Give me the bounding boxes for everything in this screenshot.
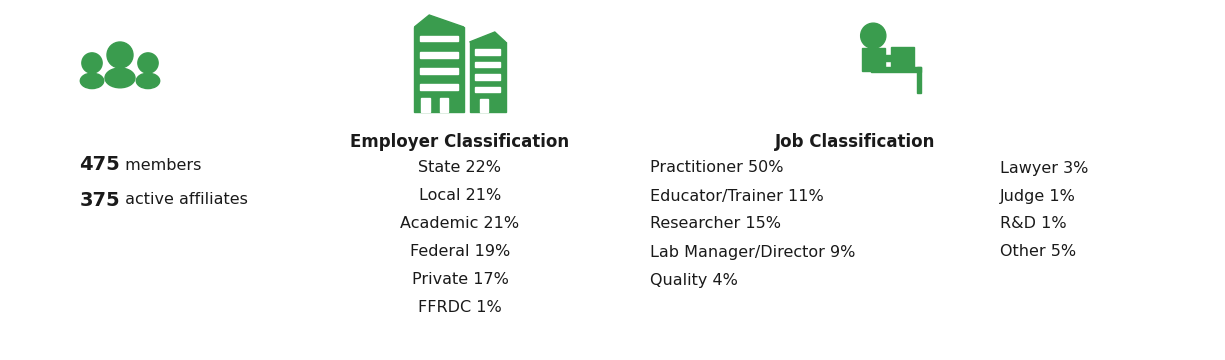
Text: R&D 1%: R&D 1% [1000,216,1067,231]
FancyBboxPatch shape [882,55,906,60]
Circle shape [82,53,102,73]
FancyBboxPatch shape [420,68,458,74]
Text: active affiliates: active affiliates [120,193,247,207]
Text: Lab Manager/Director 9%: Lab Manager/Director 9% [650,244,855,260]
Text: Federal 19%: Federal 19% [410,244,510,260]
FancyBboxPatch shape [892,47,914,69]
Polygon shape [469,32,506,42]
FancyBboxPatch shape [420,51,458,58]
FancyBboxPatch shape [475,87,500,93]
Text: Job Classification: Job Classification [775,133,935,151]
FancyBboxPatch shape [469,42,506,112]
Ellipse shape [136,73,159,89]
FancyBboxPatch shape [414,27,464,112]
Text: Quality 4%: Quality 4% [650,273,737,288]
Circle shape [107,42,134,68]
FancyBboxPatch shape [475,62,500,67]
FancyBboxPatch shape [862,48,884,71]
Text: State 22%: State 22% [419,161,501,175]
Text: Judge 1%: Judge 1% [1000,189,1076,203]
Text: Local 21%: Local 21% [419,189,501,203]
Text: members: members [120,158,201,172]
FancyBboxPatch shape [421,98,430,112]
Circle shape [861,23,886,48]
Text: Other 5%: Other 5% [1000,244,1076,260]
Circle shape [138,53,158,73]
Text: 475: 475 [80,156,120,175]
Text: 375: 375 [80,190,120,210]
Text: Educator/Trainer 11%: Educator/Trainer 11% [650,189,823,203]
Text: FFRDC 1%: FFRDC 1% [418,301,502,315]
FancyBboxPatch shape [420,84,458,90]
Text: Researcher 15%: Researcher 15% [650,216,782,231]
FancyBboxPatch shape [420,36,458,41]
FancyBboxPatch shape [480,99,488,112]
FancyBboxPatch shape [475,49,500,55]
Text: Private 17%: Private 17% [412,273,508,288]
Text: Academic 21%: Academic 21% [401,216,519,231]
FancyBboxPatch shape [916,67,921,93]
Ellipse shape [81,73,104,89]
FancyBboxPatch shape [475,74,500,80]
FancyBboxPatch shape [871,67,920,72]
Polygon shape [414,15,464,27]
Text: Lawyer 3%: Lawyer 3% [1000,161,1088,175]
Ellipse shape [105,68,135,88]
FancyBboxPatch shape [440,98,448,112]
Text: Practitioner 50%: Practitioner 50% [650,161,784,175]
Text: Employer Classification: Employer Classification [350,133,570,151]
